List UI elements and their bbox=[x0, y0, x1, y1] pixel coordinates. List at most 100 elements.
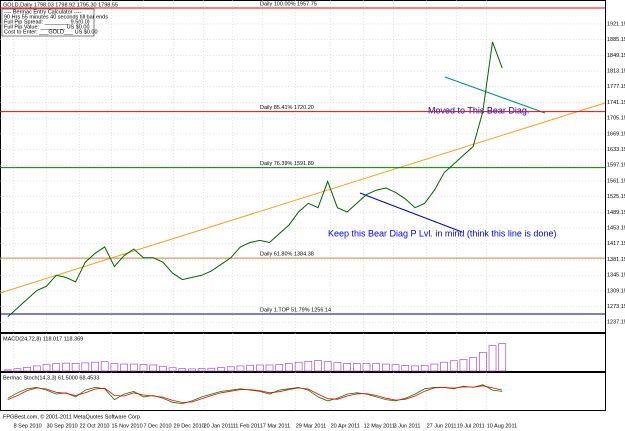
y-tick-label: 1561.15 bbox=[607, 178, 625, 184]
macd-bar bbox=[100, 361, 109, 372]
x-tick-label: 12 May 2011 bbox=[364, 423, 395, 429]
macd-bar bbox=[13, 368, 22, 372]
macd-bar bbox=[343, 363, 351, 372]
trend-line bbox=[0, 102, 606, 294]
macd-bar bbox=[382, 363, 390, 372]
macd-bar bbox=[3, 369, 12, 372]
y-tick-label: 1597.15 bbox=[607, 163, 625, 169]
y-tick-label: 1237.15 bbox=[607, 320, 625, 326]
y-tick-label: 1489.15 bbox=[607, 210, 625, 216]
macd-bar bbox=[401, 365, 410, 372]
symbol-line: GOLD,Daily 1798.03 1798.92 1795.30 1798.… bbox=[3, 2, 118, 8]
macd-bar bbox=[197, 368, 206, 372]
macd-bar bbox=[265, 364, 274, 372]
macd-bar bbox=[323, 361, 332, 372]
macd-bar bbox=[275, 364, 284, 372]
annotation: Keep this Bear Diag P Lvl. in mind (thin… bbox=[328, 228, 556, 238]
y-tick-label: 1525.15 bbox=[607, 194, 625, 200]
y-tick-label: 1813.15 bbox=[607, 69, 625, 75]
x-tick-label: 30 Sep 2010 bbox=[47, 423, 78, 429]
x-tick-label: 11 Feb 2011 bbox=[233, 423, 263, 429]
macd-bar bbox=[226, 366, 235, 372]
y-tick-label: 1921.15 bbox=[607, 21, 625, 27]
macd-bar bbox=[333, 362, 342, 372]
macd-bar bbox=[159, 366, 167, 372]
footer: FPGBest.com, © 2001-2011 MetaQuotes Soft… bbox=[3, 413, 142, 420]
x-tick-label: 29 Dec 2010 bbox=[174, 423, 205, 429]
level-label: Daily 85.41% 1720.20 bbox=[260, 105, 314, 111]
y-tick-label: 1741.15 bbox=[607, 100, 625, 106]
macd-bar bbox=[469, 357, 477, 372]
info-line: Full Pip Spread: ________ 9.5(0.0) bbox=[4, 19, 90, 25]
macd-bar bbox=[440, 361, 448, 372]
x-tick-label: 8 Sep 2010 bbox=[14, 423, 42, 429]
x-tick-label: 19 Jul 2011 bbox=[457, 423, 485, 429]
macd-bar bbox=[352, 363, 361, 372]
macd-bar bbox=[488, 345, 497, 372]
macd-bar bbox=[71, 363, 80, 372]
macd-bar bbox=[217, 367, 225, 372]
x-tick-label: 10 Aug 2011 bbox=[487, 423, 517, 429]
macd-bar bbox=[129, 363, 138, 372]
macd-bar bbox=[362, 363, 371, 372]
macd-bar bbox=[294, 361, 303, 372]
macd-bar bbox=[498, 343, 507, 372]
main-pane bbox=[0, 0, 606, 333]
macd-bar bbox=[246, 364, 254, 372]
x-tick-label: 27 Jun 2011 bbox=[427, 423, 457, 429]
y-tick-label: 1345.15 bbox=[607, 273, 625, 279]
macd-bar bbox=[420, 365, 429, 372]
y-tick-label: 1453.15 bbox=[607, 226, 625, 232]
level-label: Daily 61.80% 1384.38 bbox=[260, 252, 314, 258]
macd-bar bbox=[42, 364, 51, 372]
x-tick-label: 20 Apr 2011 bbox=[331, 423, 360, 429]
y-tick-label: 1381.15 bbox=[607, 257, 625, 263]
macd-bar bbox=[256, 364, 264, 372]
macd-bar bbox=[139, 364, 148, 372]
macd-bar bbox=[188, 368, 196, 372]
x-tick-label: 7 Mar 2011 bbox=[263, 423, 290, 429]
macd-bar bbox=[33, 365, 41, 372]
y-tick-label: 1633.15 bbox=[607, 147, 625, 153]
macd-bar bbox=[314, 360, 322, 372]
y-tick-label: 1885.15 bbox=[607, 37, 625, 43]
x-tick-label: 20 Jan 2011 bbox=[204, 423, 234, 429]
macd-bar bbox=[207, 367, 216, 372]
info-line: Full Pip Value: ________ US $0.00 bbox=[4, 24, 90, 30]
x-tick-label: 22 Oct 2010 bbox=[80, 423, 110, 429]
grid bbox=[0, 0, 605, 410]
price-line bbox=[7, 41, 503, 318]
macd-bar bbox=[110, 363, 119, 372]
macd-bar bbox=[62, 362, 70, 372]
macd-bar bbox=[23, 366, 31, 372]
y-tick-label: 1849.15 bbox=[607, 53, 625, 59]
macd-bar bbox=[391, 364, 400, 372]
macd-bar bbox=[149, 364, 157, 372]
x-tick-label: 15 Nov 2010 bbox=[111, 423, 142, 429]
macd-bar bbox=[236, 365, 245, 372]
y-tick-label: 1705.15 bbox=[607, 116, 625, 122]
y-tick-label: 1417.15 bbox=[607, 241, 625, 247]
macd-bar bbox=[372, 363, 380, 372]
macd-bar bbox=[430, 363, 439, 372]
stoch-line bbox=[7, 385, 503, 403]
macd-bar bbox=[168, 367, 177, 372]
macd-pane bbox=[0, 333, 606, 372]
info-line: 90 Hrs 55 minutes 40 seconds till bar en… bbox=[4, 14, 108, 20]
annotation: Moved to This Bear Diag. bbox=[428, 105, 529, 115]
bear-diagonal bbox=[359, 192, 463, 233]
macd-bar bbox=[285, 363, 293, 372]
bear-diagonal bbox=[444, 76, 546, 114]
macd-bar bbox=[449, 360, 458, 372]
stoch-label: Bermac Stoch(14,3,3) 61.5000 68.4533 bbox=[3, 375, 99, 381]
info-box bbox=[1, 8, 95, 37]
y-tick-label: 1273.15 bbox=[607, 304, 625, 310]
macd-bar bbox=[120, 363, 128, 372]
level-label: Daily 1.TOP 51.79% 1256.14 bbox=[260, 307, 331, 313]
y-tick-label: 1777.15 bbox=[607, 84, 625, 90]
stoch-line bbox=[7, 384, 503, 405]
x-tick-label: 29 Mar 2011 bbox=[296, 423, 326, 429]
macd-bar bbox=[178, 368, 187, 372]
level-label: Daily 100.00% 1957.75 bbox=[260, 1, 317, 7]
